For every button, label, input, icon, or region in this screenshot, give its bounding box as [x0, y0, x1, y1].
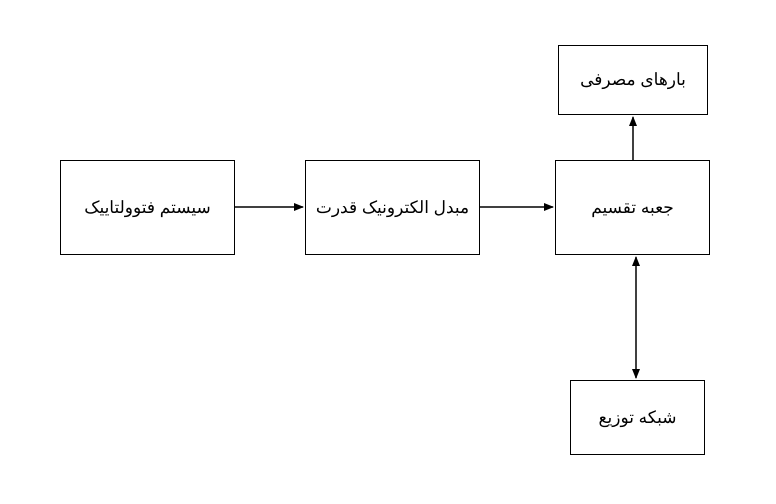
node-loads: بارهای مصرفی — [558, 45, 708, 115]
node-pv-system: سیستم فتوولتاییک — [60, 160, 235, 255]
node-grid: شبکه توزیع — [570, 380, 705, 455]
node-power-converter: مبدل الکترونیک قدرت — [305, 160, 480, 255]
node-label: مبدل الکترونیک قدرت — [316, 195, 469, 221]
node-label: بارهای مصرفی — [580, 67, 686, 93]
node-label: سیستم فتوولتاییک — [84, 195, 211, 221]
node-label: جعبه تقسیم — [591, 195, 674, 221]
block-diagram: سیستم فتوولتاییک مبدل الکترونیک قدرت جعب… — [0, 0, 776, 504]
node-junction-box: جعبه تقسیم — [555, 160, 710, 255]
node-label: شبکه توزیع — [598, 405, 676, 431]
